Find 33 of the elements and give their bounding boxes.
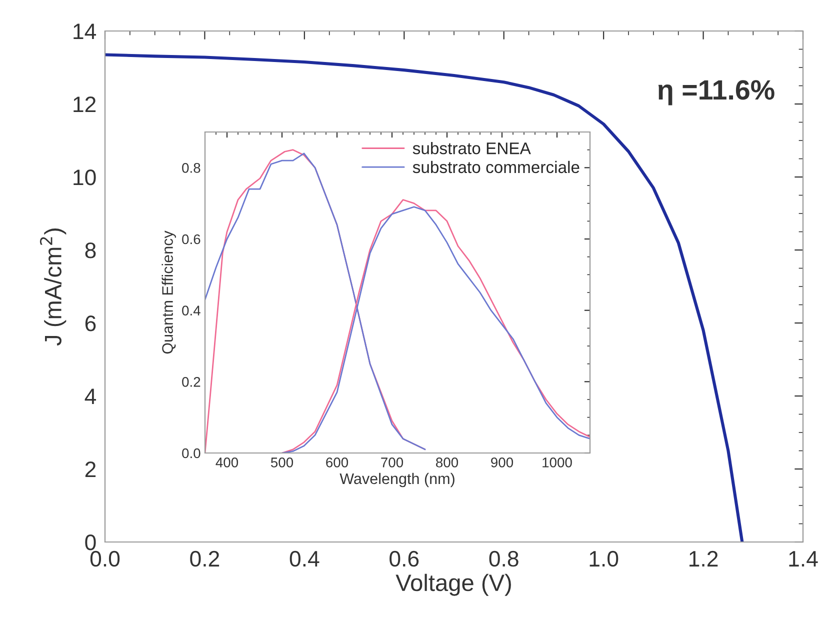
x-tick-label: 1.2 — [690, 550, 718, 566]
y-axis-title: Quantm Efficiency — [162, 230, 176, 354]
x-axis-title: Voltage (V) — [396, 574, 511, 596]
y-tick-label: 10 — [74, 170, 96, 186]
legend-label: substrato ENEA — [412, 142, 531, 154]
y-tick-label: 6 — [85, 316, 96, 332]
y-tick-label: 0 — [85, 534, 96, 550]
x-axis-title: Wavelength (nm) — [340, 472, 454, 488]
y-tick-label: 4 — [84, 388, 96, 404]
x-tick-label: 700 — [381, 458, 404, 468]
x-tick-label: 500 — [270, 458, 294, 468]
x-tick-label: 400 — [216, 458, 238, 468]
y-tick-label: 0.4 — [182, 306, 200, 316]
x-tick-label: 1000 — [542, 458, 572, 468]
legend-label: substrato commerciale — [412, 160, 580, 174]
x-tick-label: 0.4 — [290, 550, 320, 567]
annotation: η =11.6% — [658, 80, 774, 106]
x-tick-label: 600 — [326, 458, 348, 468]
y-tick-label: 0.2 — [182, 377, 200, 387]
y-tick-label: 0.0 — [182, 448, 200, 458]
y-axis-title: J (mA/cm$^{2}$) — [40, 228, 66, 346]
x-tick-label: 0.8 — [489, 550, 518, 567]
y-tick-label: 2 — [85, 462, 96, 478]
x-tick-label: 900 — [491, 458, 514, 468]
x-tick-label: 1.0 — [590, 550, 618, 567]
y-tick-label: 8 — [85, 242, 96, 258]
x-tick-label: 800 — [436, 458, 458, 468]
x-tick-label: 1.4 — [789, 551, 818, 566]
y-tick-label: 0.8 — [182, 163, 200, 173]
y-tick-label: 0.6 — [182, 234, 200, 244]
x-tick-label: 0.6 — [390, 550, 419, 567]
y-tick-label: 14 — [74, 24, 96, 40]
y-tick-label: 12 — [74, 96, 96, 112]
